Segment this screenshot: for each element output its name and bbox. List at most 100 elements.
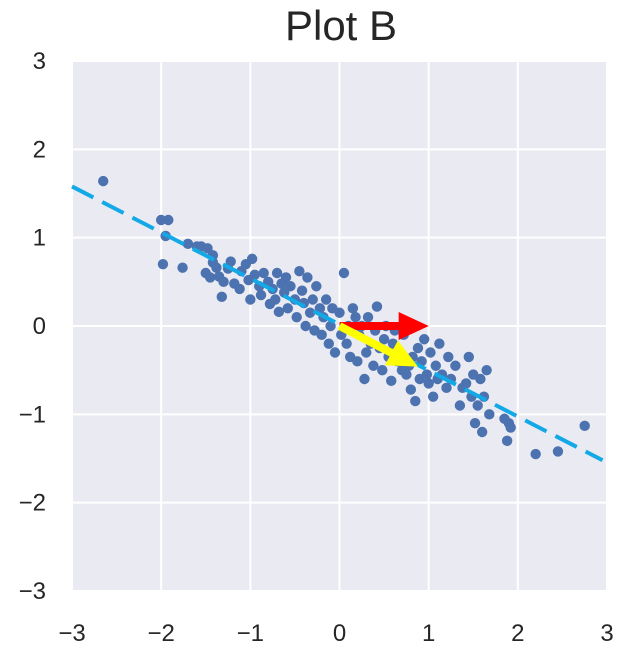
fit-line-group — [71, 184, 604, 463]
y-tick-label: 0 — [33, 313, 46, 340]
data-point — [359, 373, 370, 385]
data-point — [387, 338, 399, 349]
arrows-group — [337, 312, 429, 367]
data-point — [177, 262, 188, 273]
data-point — [258, 267, 269, 279]
x-tick-label: 0 — [333, 620, 346, 647]
data-point — [377, 364, 388, 376]
data-point — [334, 307, 345, 318]
data-point — [311, 281, 322, 292]
data-point — [454, 400, 466, 411]
data-point — [362, 311, 374, 323]
data-point — [155, 214, 167, 226]
data-point — [484, 409, 495, 420]
data-point — [245, 294, 256, 305]
data-point — [501, 435, 513, 447]
data-point — [425, 347, 436, 358]
data-point — [323, 338, 334, 349]
data-point — [412, 342, 424, 354]
data-point — [443, 351, 454, 363]
data-point — [361, 347, 372, 358]
data-point — [579, 420, 590, 432]
data-point — [273, 306, 285, 318]
y-tick-label: 2 — [33, 136, 46, 163]
data-point — [371, 301, 383, 312]
data-point — [469, 417, 481, 429]
chart-title: Plot B — [285, 2, 397, 49]
data-point — [246, 253, 258, 265]
data-point — [410, 395, 421, 407]
data-point — [182, 238, 194, 250]
data-point — [282, 303, 293, 314]
data-point — [271, 267, 283, 279]
data-point — [280, 272, 292, 283]
data-point — [304, 307, 316, 318]
x-tick-label: 3 — [600, 620, 613, 647]
yellow-arrow — [337, 322, 418, 367]
data-point — [419, 334, 430, 345]
data-point — [434, 338, 445, 349]
data-point — [307, 294, 318, 305]
fit-line — [71, 184, 604, 463]
data-point — [350, 311, 361, 323]
data-point — [476, 426, 488, 438]
data-point — [398, 329, 409, 341]
data-point — [386, 375, 397, 386]
data-point — [441, 382, 452, 394]
data-point — [463, 351, 474, 363]
data-points — [98, 175, 590, 460]
data-point — [329, 347, 341, 358]
data-point — [341, 338, 352, 349]
data-point — [368, 360, 379, 371]
data-point — [460, 378, 472, 389]
data-point — [211, 262, 222, 273]
x-tick-labels: −3 −2 −1 0 1 2 3 — [58, 620, 613, 647]
y-tick-label: −3 — [19, 578, 46, 605]
data-point — [300, 320, 311, 332]
data-point — [98, 175, 109, 187]
data-point — [291, 311, 302, 323]
data-point — [475, 373, 486, 385]
y-tick-label: −1 — [19, 401, 46, 428]
y-tick-label: 3 — [33, 48, 46, 75]
data-point — [270, 294, 281, 305]
data-point — [157, 258, 169, 270]
y-tick-labels: −3 −2 −1 0 1 2 3 — [19, 48, 46, 605]
x-tick-label: 2 — [511, 620, 524, 647]
data-point — [249, 269, 260, 280]
y-tick-label: 1 — [33, 225, 46, 252]
data-point — [218, 276, 229, 288]
data-point — [163, 214, 174, 226]
data-point — [430, 360, 441, 371]
data-point — [225, 256, 236, 267]
data-point — [347, 303, 359, 314]
data-point — [427, 391, 439, 402]
data-point — [202, 243, 213, 254]
data-point — [352, 356, 363, 367]
data-point — [423, 378, 434, 389]
x-tick-label: 1 — [422, 620, 435, 647]
data-point — [302, 272, 313, 283]
data-point — [481, 364, 492, 376]
data-point — [234, 283, 245, 295]
data-point — [296, 285, 308, 296]
data-point — [450, 360, 461, 371]
data-point — [405, 384, 417, 395]
data-point — [205, 272, 216, 283]
x-tick-label: −3 — [58, 620, 85, 647]
data-point — [320, 294, 332, 305]
data-point — [401, 369, 412, 380]
data-point — [216, 291, 227, 303]
data-point — [294, 266, 305, 277]
x-tick-label: −1 — [237, 620, 264, 647]
data-point — [530, 448, 541, 460]
data-point — [472, 400, 483, 411]
data-point — [505, 422, 516, 433]
data-point — [316, 329, 327, 341]
x-tick-label: −2 — [147, 620, 174, 647]
data-point — [421, 369, 433, 380]
data-point — [285, 281, 296, 292]
data-point — [255, 289, 267, 301]
data-point — [338, 267, 350, 279]
